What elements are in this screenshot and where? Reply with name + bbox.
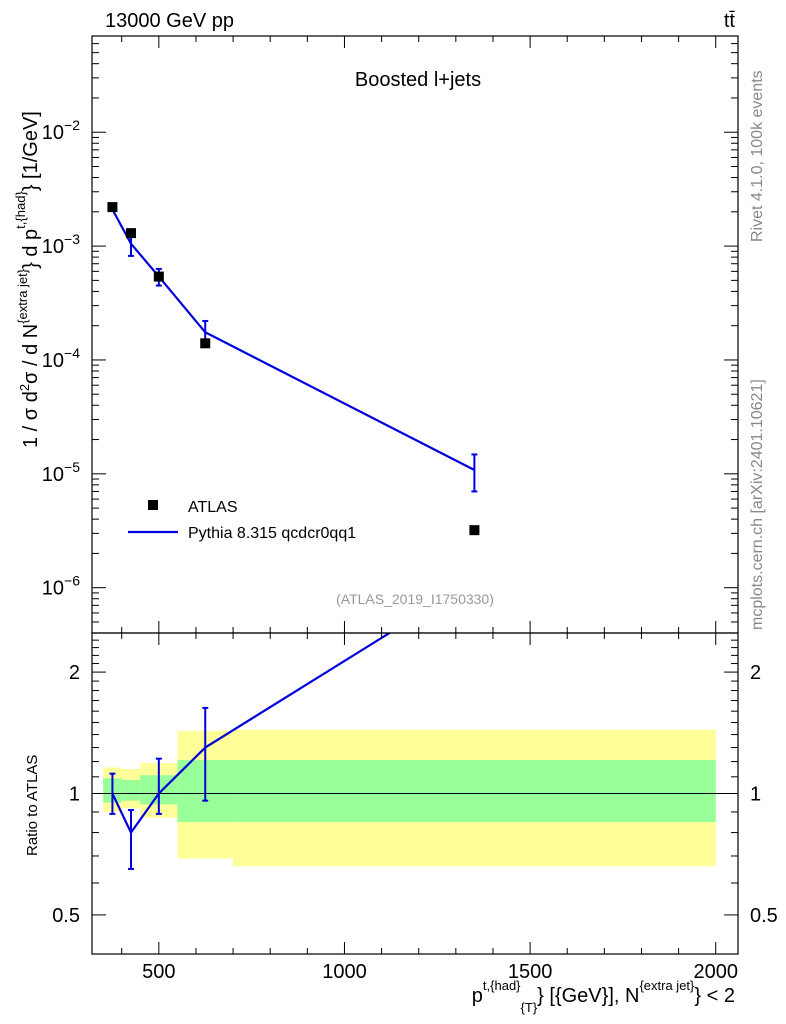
x-tick-label: 1000 — [322, 961, 367, 983]
main-frame — [91, 35, 739, 634]
legend-atlas-label: ATLAS — [188, 499, 238, 516]
atlas-point — [469, 525, 480, 536]
rivet-label: Rivet 4.1.0, 100k events — [749, 70, 766, 242]
ratio-y-tick-label-right: 0.5 — [750, 905, 778, 927]
y-tick-label: 10−4 — [42, 345, 80, 372]
atlas-point — [153, 271, 164, 282]
svg-text:1 / σ d2σ / d N{extra jet}} d: 1 / σ d2σ / d N{extra jet}} d pt,{had}} … — [13, 111, 42, 448]
x-axis-title: pt,{had}{T}} [{GeV}], N{extra jet}} < 2 — [472, 978, 735, 1015]
main-title: Boosted l+jets — [355, 69, 481, 91]
svg-text:pt,{had}{T}} [{GeV}], N{extra: pt,{had}{T}} [{GeV}], N{extra jet}} < 2 — [472, 978, 735, 1015]
ratio-y-tick-label: 0.5 — [52, 905, 80, 927]
source-label: mcplots.cern.ch [arXiv:2401.10621] — [749, 379, 766, 630]
legend-pythia-label: Pythia 8.315 qcdcr0qq1 — [188, 525, 356, 542]
ratio-y-title: Ratio to ATLAS — [24, 755, 41, 856]
ratio-band-green — [121, 780, 141, 801]
energy-label: 13000 GeV pp — [105, 10, 234, 32]
process-label: tt̄ — [724, 10, 736, 32]
atlas-point — [125, 228, 136, 239]
y-tick-label: 10−6 — [42, 573, 80, 600]
y-tick-label: 10−5 — [42, 459, 80, 486]
legend: ATLAS Pythia 8.315 qcdcr0qq1 — [128, 499, 356, 542]
ratio-y-tick-label-right: 1 — [750, 784, 761, 806]
x-tick-label: 1500 — [508, 961, 553, 983]
atlas-point — [107, 202, 118, 213]
ratio-panel: 500 1000 1500 2000 2 2 1 1 0.5 0.5 — [52, 632, 778, 983]
x-tick-label: 500 — [142, 961, 175, 983]
ratio-y-tick-label: 2 — [69, 662, 80, 684]
y-tick-label: 10−3 — [42, 231, 80, 258]
x-tick-label: 2000 — [693, 961, 738, 983]
y-tick-label: 10−2 — [42, 117, 80, 144]
ratio-y-tick-label: 1 — [69, 784, 80, 806]
main-panel: 10−2 10−3 10−4 10−5 10−6 Boosted l+jets (ATL… — [42, 35, 739, 634]
atlas-point — [200, 338, 211, 349]
ratio-y-tick-label-right: 2 — [750, 662, 761, 684]
legend-atlas-marker — [148, 500, 158, 510]
y-axis-title: 1 / σ d2σ / d N{extra jet}} d pt,{had}} … — [13, 111, 42, 448]
pythia-line — [111, 208, 475, 471]
ratio-band-green — [233, 760, 716, 822]
reference-label: (ATLAS_2019_I1750330) — [336, 591, 494, 607]
